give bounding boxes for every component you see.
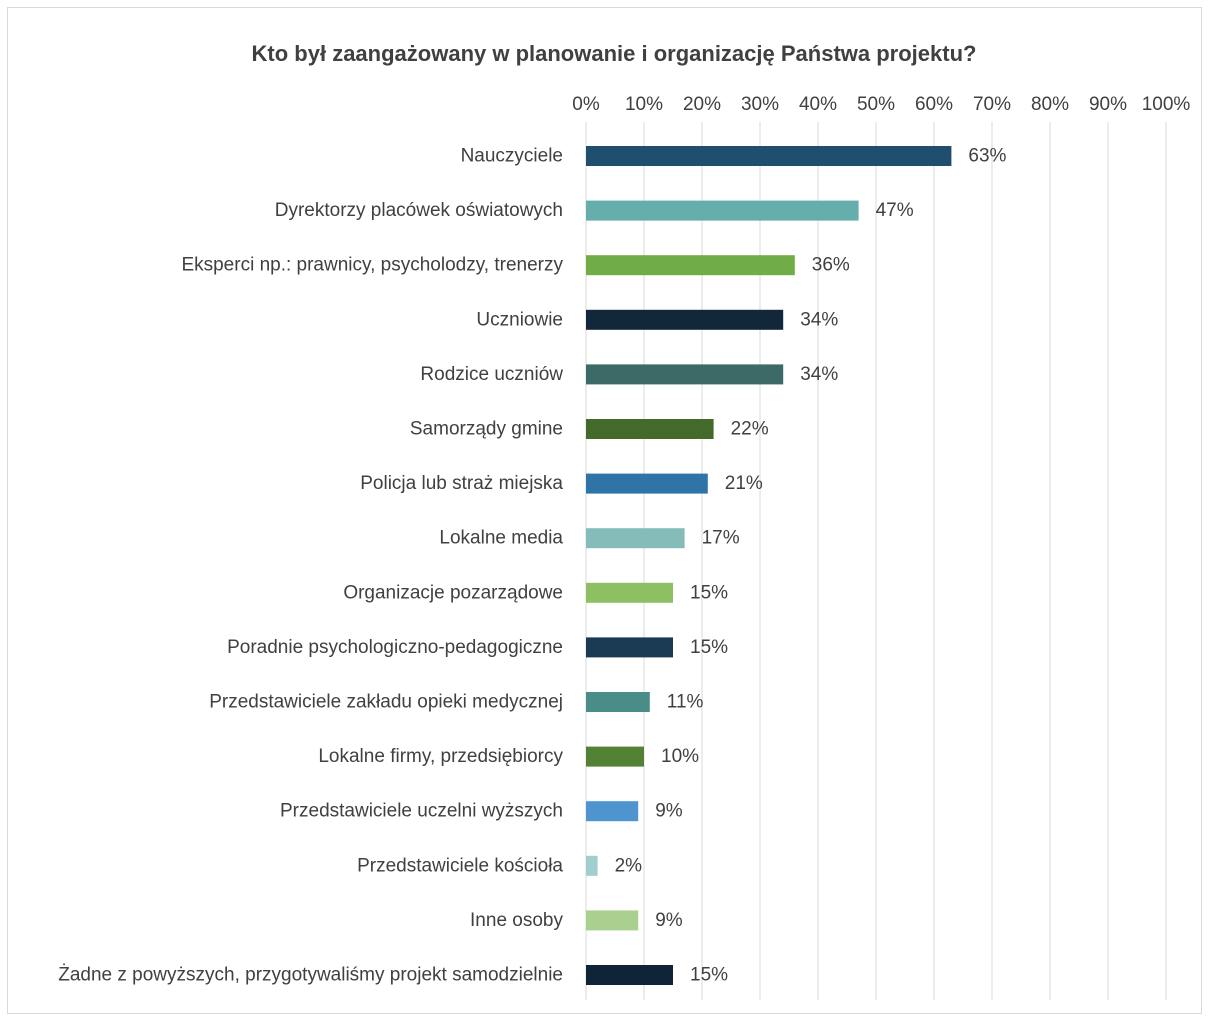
category-label: Eksperci np.: prawnicy, psycholodzy, tre…	[181, 255, 563, 276]
bar	[586, 309, 784, 330]
chart-frame	[7, 7, 1202, 1014]
bar	[586, 364, 784, 385]
x-tick-label: 100%	[1142, 94, 1191, 115]
chart-title: Kto był zaangażowany w planowanie i orga…	[252, 41, 977, 66]
bar	[586, 801, 639, 822]
data-label: 11%	[667, 692, 704, 713]
category-label: Poradnie psychologiczno-pedagogiczne	[227, 637, 563, 658]
data-label: 22%	[731, 419, 769, 440]
category-label: Dyrektorzy placówek oświatowych	[275, 200, 563, 221]
bar	[586, 692, 650, 712]
bar	[586, 637, 673, 658]
category-label: Rodzice uczniów	[420, 364, 563, 385]
data-label: 17%	[702, 528, 740, 549]
x-tick-label: 50%	[857, 94, 895, 115]
data-label: 63%	[968, 146, 1006, 167]
bar	[586, 528, 685, 549]
category-label: Nauczyciele	[461, 146, 563, 167]
data-label: 15%	[690, 965, 728, 986]
bar	[586, 200, 859, 221]
x-tick-label: 90%	[1089, 94, 1127, 115]
category-label: Żadne z powyższych, przygotywaliśmy proj…	[58, 965, 563, 986]
x-tick-label: 30%	[741, 94, 779, 115]
x-tick-label: 80%	[1031, 94, 1069, 115]
x-tick-label: 0%	[572, 94, 600, 115]
x-tick-label: 40%	[799, 94, 837, 115]
category-label: Organizacje pozarządowe	[343, 582, 563, 603]
x-tick-label: 10%	[625, 94, 663, 115]
data-label: 2%	[615, 855, 643, 876]
data-label: 34%	[800, 309, 838, 330]
bar	[586, 746, 644, 767]
bar	[586, 255, 795, 276]
x-tick-label: 70%	[973, 94, 1011, 115]
data-label: 34%	[800, 364, 838, 385]
data-label: 9%	[655, 910, 683, 931]
category-label: Lokalne firmy, przedsiębiorcy	[318, 746, 563, 767]
category-label: Przedstawiciele zakładu opieki medycznej	[209, 692, 563, 713]
bar	[586, 419, 714, 439]
bar	[586, 146, 952, 166]
category-label: Lokalne media	[439, 528, 563, 549]
data-label: 36%	[812, 255, 850, 276]
category-label: Przedstawiciele kościoła	[357, 855, 563, 876]
data-label: 15%	[690, 582, 728, 603]
bar	[586, 582, 673, 603]
bar	[586, 473, 708, 494]
x-tick-label: 60%	[915, 94, 953, 115]
category-label: Policja lub straż miejska	[360, 473, 563, 494]
bars	[586, 146, 952, 985]
data-label: 10%	[661, 746, 699, 767]
data-label: 15%	[690, 637, 728, 658]
data-label: 9%	[655, 801, 683, 822]
bar	[586, 910, 639, 931]
category-labels: Nauczyciele Dyrektorzy placówek oświatowy…	[58, 146, 563, 986]
category-label: Uczniowie	[476, 309, 563, 330]
data-label: 47%	[876, 200, 914, 221]
x-tick-label: 20%	[683, 94, 721, 115]
category-label: Samorządy gmine	[410, 419, 563, 440]
x-axis-ticks: 0% 10% 20% 30% 40% 50% 60% 70% 80% 90% 100%	[572, 94, 1190, 115]
bar	[586, 965, 673, 985]
grid-layer	[585, 122, 1167, 1000]
data-label: 21%	[725, 473, 763, 494]
category-label: Przedstawiciele uczelni wyższych	[280, 801, 563, 822]
category-label: Inne osoby	[470, 910, 563, 931]
bar	[586, 855, 598, 876]
value-labels: 63% 47% 36% 34% 34% 22% 21% 17% 15% 15% 11% 10% 9% 2%…	[615, 146, 1007, 986]
